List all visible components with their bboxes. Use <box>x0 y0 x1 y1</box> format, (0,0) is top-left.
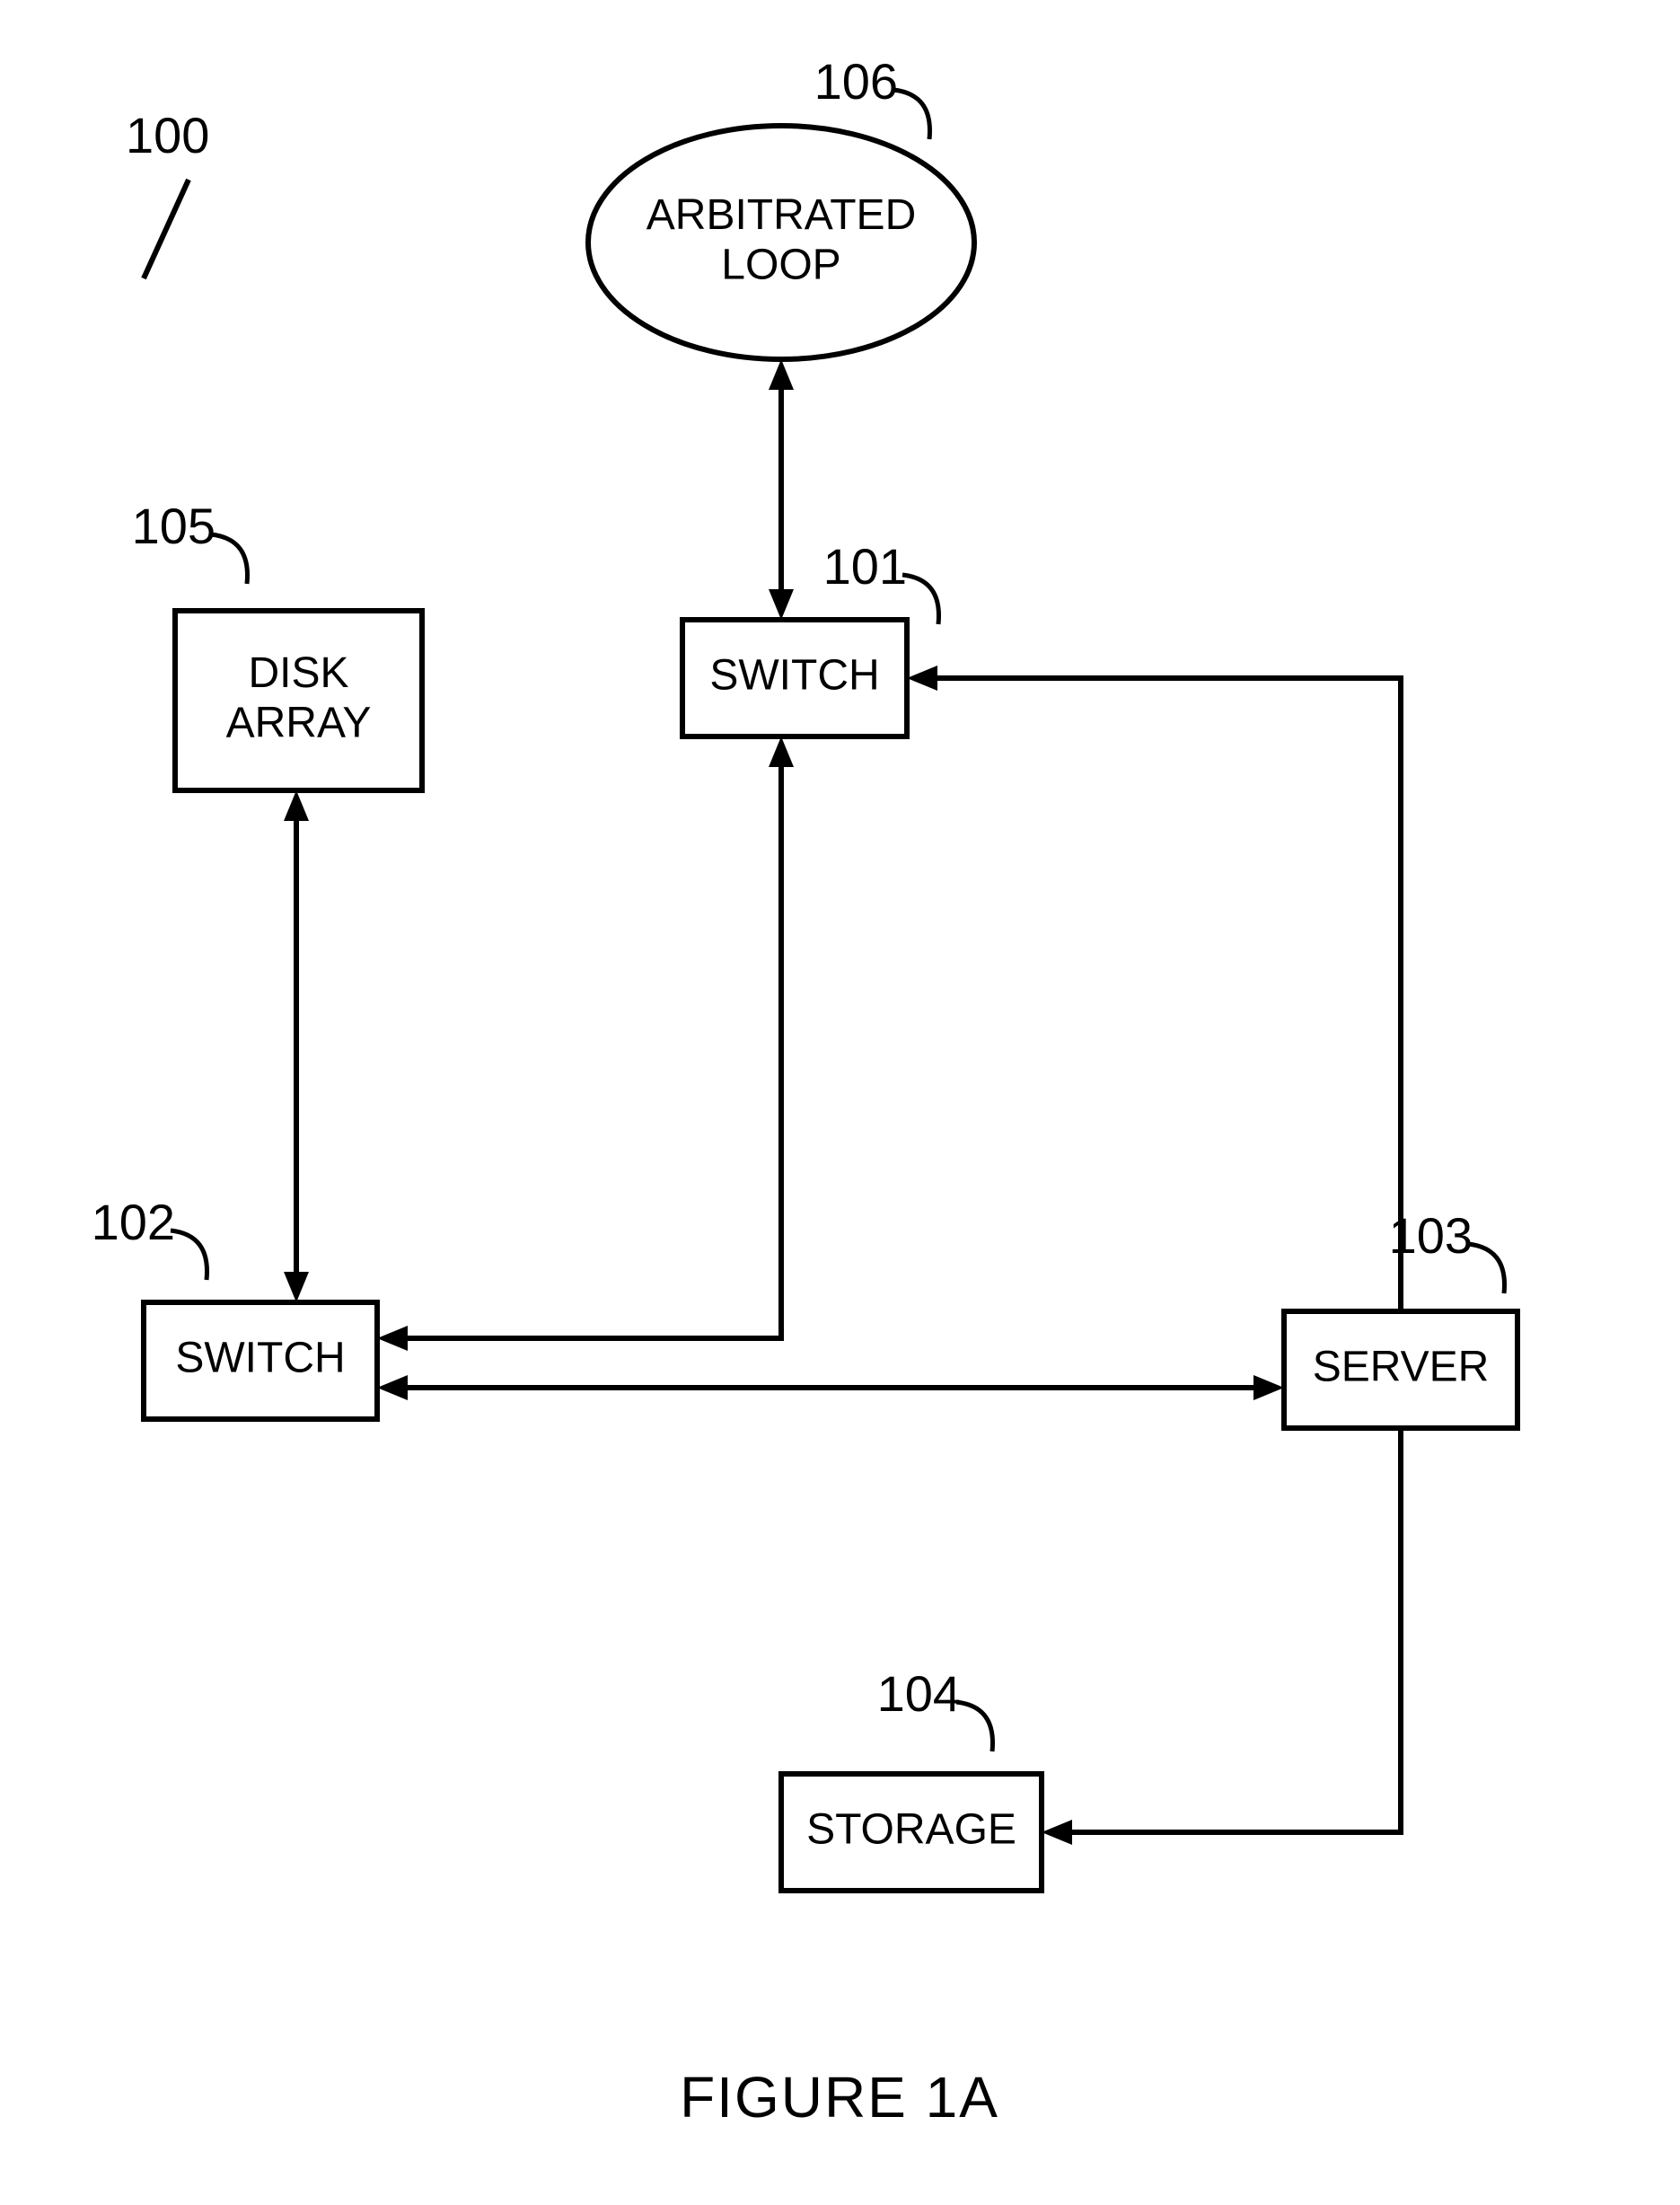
svg-text:DISK: DISK <box>248 649 348 697</box>
node-disk_array: DISKARRAY <box>175 611 422 790</box>
svg-text:101: 101 <box>823 538 907 595</box>
svg-text:106: 106 <box>814 53 898 110</box>
svg-text:LOOP: LOOP <box>721 241 840 288</box>
svg-text:103: 103 <box>1389 1207 1473 1264</box>
figure-number: 100 <box>126 107 209 163</box>
svg-text:ARBITRATED: ARBITRATED <box>646 191 916 239</box>
svg-text:105: 105 <box>132 498 215 554</box>
node-server: SERVER <box>1284 1311 1517 1428</box>
svg-text:SERVER: SERVER <box>1313 1344 1490 1391</box>
svg-text:SWITCH: SWITCH <box>709 652 879 700</box>
node-switch_102: SWITCH <box>144 1302 377 1419</box>
svg-text:102: 102 <box>92 1194 175 1250</box>
node-switch_101: SWITCH <box>682 620 907 736</box>
svg-text:STORAGE: STORAGE <box>806 1806 1016 1854</box>
svg-text:ARRAY: ARRAY <box>226 699 372 746</box>
svg-text:SWITCH: SWITCH <box>175 1335 345 1382</box>
node-storage: STORAGE <box>781 1774 1042 1891</box>
figure-caption: FIGURE 1A <box>680 2065 999 2130</box>
node-arbitrated_loop: ARBITRATEDLOOP <box>588 126 974 359</box>
svg-text:104: 104 <box>877 1665 961 1722</box>
